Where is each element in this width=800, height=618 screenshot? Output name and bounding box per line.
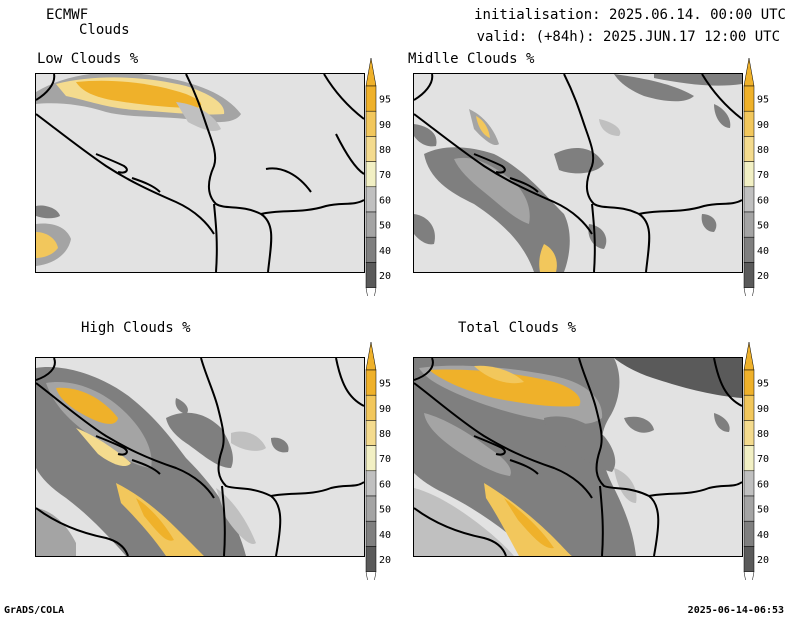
colorbar-band (743, 520, 755, 547)
colorbar-band (365, 369, 377, 396)
colorbar-tick-label: 50 (757, 505, 769, 516)
colorbar-top-arrow (365, 341, 377, 371)
colorbar-band (743, 369, 755, 396)
colorbar-band (365, 110, 377, 137)
colorbar-tick-label: 90 (757, 404, 769, 415)
colorbar-top-arrow (743, 57, 755, 87)
colorbar-band (365, 236, 377, 263)
colorbar-band (743, 420, 755, 446)
colorbar-band (365, 211, 377, 238)
colorbar-tick-label: 70 (379, 170, 391, 181)
borders (36, 358, 364, 556)
colorbar-band (743, 110, 755, 137)
panel-title-total-clouds: Total Clouds % (458, 320, 577, 336)
colorbar-tick-label: 50 (379, 505, 391, 516)
colorbar-top-arrow (365, 57, 377, 87)
footer-timestamp: 2025-06-14-06:53 (687, 605, 784, 616)
colorbar-tick-label: 80 (379, 429, 391, 440)
colorbar-tick-label: 70 (379, 454, 391, 465)
colorbar-band (365, 186, 377, 213)
initialisation-time: initialisation: 2025.06.14. 00:00 UTC (474, 7, 786, 23)
colorbar-band (365, 262, 377, 288)
colorbar-band (743, 236, 755, 263)
colorbar-band (365, 445, 377, 472)
colorbar-band (365, 546, 377, 572)
colorbar-low: 95 90 80 70 60 50 40 20 (365, 57, 391, 296)
product-name: Clouds (79, 22, 130, 38)
colorbar-band (743, 186, 755, 213)
colorbar-tick-label: 20 (379, 555, 391, 566)
colorbar-tick-label: 40 (379, 530, 391, 541)
colorbar-band (365, 470, 377, 497)
colorbar-tick-label: 95 (757, 95, 769, 106)
footer-software: GrADS/COLA (4, 605, 65, 616)
colorbar-tick-label: 40 (379, 246, 391, 257)
colorbar-high: 95 90 80 70 60 50 40 20 (365, 341, 391, 580)
colorbar-bottom-arrow (743, 287, 755, 296)
colorbar-tick-label: 80 (379, 145, 391, 156)
colorbar-band (743, 136, 755, 162)
colorbar-tick-label: 90 (379, 120, 391, 131)
colorbar-band (743, 262, 755, 288)
colorbar-bottom-arrow (365, 287, 377, 296)
colorbar-tick-label: 90 (379, 404, 391, 415)
colorbar-band (365, 85, 377, 112)
colorbar-tick-label: 20 (757, 271, 769, 282)
map-low-clouds (36, 74, 364, 272)
borders (414, 358, 742, 556)
panel-title-middle-clouds: Midlle Clouds % (408, 51, 535, 67)
colorbar-tick-label: 70 (757, 454, 769, 465)
colorbar-tick-label: 80 (757, 429, 769, 440)
colorbar-tick-label: 60 (757, 195, 769, 206)
colorbar-band (743, 394, 755, 421)
colorbar-tick-label: 40 (757, 530, 769, 541)
borders (36, 74, 364, 272)
colorbar-tick-label: 60 (379, 195, 391, 206)
map-middle-clouds (414, 74, 742, 272)
cloud-field (414, 358, 742, 556)
colorbar-band (365, 136, 377, 162)
colorbar-band (743, 85, 755, 112)
colorbar-tick-label: 80 (757, 145, 769, 156)
borders (414, 74, 742, 272)
colorbar-band (743, 495, 755, 522)
colorbar-band (743, 161, 755, 188)
map-total-clouds (414, 358, 742, 556)
panel-title-low-clouds: Low Clouds % (37, 51, 139, 67)
colorbar-tick-label: 50 (757, 221, 769, 232)
colorbar-tick-label: 90 (757, 120, 769, 131)
colorbar-band (365, 420, 377, 446)
colorbar-tick-label: 60 (757, 479, 769, 490)
colorbar-bottom-arrow (365, 571, 377, 580)
colorbar-band (743, 546, 755, 572)
model-name: ECMWF (46, 7, 89, 23)
panel-title-high-clouds: High Clouds % (81, 320, 191, 336)
colorbar-band (743, 445, 755, 472)
colorbar-band (365, 161, 377, 188)
cloud-field (36, 367, 289, 556)
cloud-field (36, 74, 241, 266)
colorbar-bottom-arrow (743, 571, 755, 580)
colorbar-tick-label: 20 (379, 271, 391, 282)
colorbar-tick-label: 40 (757, 246, 769, 257)
colorbar-tick-label: 95 (379, 379, 391, 390)
colorbar-tick-label: 70 (757, 170, 769, 181)
cloud-field (414, 74, 742, 272)
colorbar-tick-label: 50 (379, 221, 391, 232)
map-high-clouds (36, 358, 364, 556)
colorbar-tick-label: 20 (757, 555, 769, 566)
colorbar-total: 95 90 80 70 60 50 40 20 (743, 341, 769, 580)
colorbar-band (365, 495, 377, 522)
colorbar-band (365, 520, 377, 547)
colorbar-middle: 95 90 80 70 60 50 40 20 (743, 57, 769, 296)
colorbar-band (365, 394, 377, 421)
colorbar-tick-label: 60 (379, 479, 391, 490)
valid-time: valid: (+84h): 2025.JUN.17 12:00 UTC (476, 29, 780, 45)
colorbar-top-arrow (743, 341, 755, 371)
colorbar-band (743, 470, 755, 497)
colorbar-band (743, 211, 755, 238)
colorbar-tick-label: 95 (379, 95, 391, 106)
colorbar-tick-label: 95 (757, 379, 769, 390)
